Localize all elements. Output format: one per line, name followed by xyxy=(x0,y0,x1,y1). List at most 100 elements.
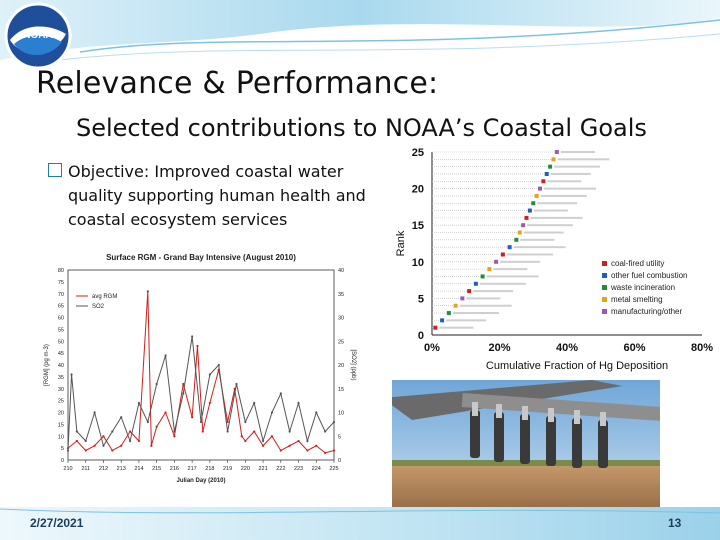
objective-text: Objective: Improved coastal water qualit… xyxy=(68,162,366,229)
rgm-point xyxy=(315,444,318,447)
so2-point xyxy=(66,449,70,452)
so2-point xyxy=(208,373,211,376)
so2-point xyxy=(244,420,247,424)
so2-point xyxy=(332,420,336,424)
rgm-y-tick-label: 45 xyxy=(58,351,64,357)
rgm-x-tick-label: 217 xyxy=(188,466,197,472)
rgm-point xyxy=(75,439,78,443)
rank-source-label-bar xyxy=(537,202,578,205)
rank-point xyxy=(507,245,512,250)
so2-point xyxy=(155,382,158,386)
rgm-y-tick-label: 75 xyxy=(58,280,64,286)
rgm-x-axis-label: Julian Day (2010) xyxy=(176,478,225,484)
so2-point xyxy=(173,430,176,433)
rank-source-label-bar xyxy=(466,297,501,300)
rgm-legend-label: SO2 xyxy=(92,304,105,310)
rgm-point xyxy=(93,444,96,447)
rank-point xyxy=(446,311,451,316)
rgm-point xyxy=(253,430,256,433)
rank-y-tick-label: 10 xyxy=(412,257,424,269)
rank-point xyxy=(548,164,553,169)
rank-x-axis-label: Cumulative Fraction of Hg Deposition xyxy=(486,360,668,372)
rank-source-label-bar xyxy=(523,231,564,234)
so2-point xyxy=(235,382,238,386)
rgm-x-tick-label: 218 xyxy=(205,466,214,472)
rank-point xyxy=(487,267,492,272)
so2-point xyxy=(253,401,256,405)
rank-source-label-bar xyxy=(533,209,568,212)
so2-point xyxy=(137,401,141,405)
rank-source-label-bar xyxy=(550,172,591,175)
rgm-y2-tick-label: 30 xyxy=(338,316,344,322)
so2-point xyxy=(111,430,114,433)
rank-point xyxy=(534,193,539,198)
rank-point xyxy=(500,252,505,257)
rgm-y-axis-label: [RGM] (pg m-3) xyxy=(44,344,50,386)
rgm-y-tick-label: 10 xyxy=(58,434,64,440)
rank-source-label-bar xyxy=(486,275,539,278)
so2-point xyxy=(70,373,73,376)
rank-y-axis-label: Rank xyxy=(395,230,407,256)
rank-source-label-bar xyxy=(446,319,487,322)
rgm-point xyxy=(244,439,247,443)
rank-point xyxy=(544,171,549,176)
rgm-point xyxy=(120,444,123,447)
rgm-y-tick-label: 60 xyxy=(58,316,64,322)
rgm-y-tick-label: 55 xyxy=(58,327,64,333)
rgm-point xyxy=(182,382,185,386)
slide-title: Relevance & Performance: xyxy=(36,66,439,101)
bullet-box-icon xyxy=(48,163,62,177)
rank-x-tick-label: 60% xyxy=(623,342,645,354)
rgm-point xyxy=(150,444,153,447)
rank-legend-label: other fuel combustion xyxy=(611,271,688,280)
so2-point xyxy=(306,439,309,443)
rgm-point xyxy=(191,416,194,419)
rank-point xyxy=(538,186,542,191)
rank-legend-swatch xyxy=(602,273,607,278)
rgm-chart: Surface RGM - Grand Bay Intensive (Augus… xyxy=(44,253,356,484)
so2-point xyxy=(120,416,123,419)
rank-source-label-bar xyxy=(500,260,541,263)
rgm-x-tick-label: 214 xyxy=(134,466,143,472)
rgm-point xyxy=(102,435,105,438)
rgm-x-tick-label: 211 xyxy=(81,466,90,472)
rgm-x-tick-label: 213 xyxy=(117,466,126,472)
rank-point xyxy=(521,223,526,228)
rank-source-label-bar xyxy=(513,246,566,249)
rank-legend-label: manufacturing/other xyxy=(611,307,682,316)
so2-point xyxy=(324,430,327,433)
rgm-y-tick-label: 65 xyxy=(58,304,64,310)
so2-point xyxy=(102,444,105,447)
rgm-series-line xyxy=(67,291,335,454)
rank-source-label-bar xyxy=(439,326,474,329)
rgm-y-tick-label: 15 xyxy=(58,422,64,428)
rgm-y-tick-label: 35 xyxy=(58,375,64,381)
rank-point xyxy=(453,303,458,308)
rank-source-label-bar xyxy=(506,253,553,256)
rank-point xyxy=(554,150,559,154)
rgm-point xyxy=(297,439,300,443)
rank-x-tick-label: 0% xyxy=(424,342,440,354)
rgm-x-tick-label: 225 xyxy=(329,466,338,472)
slide-date: 2/27/2021 xyxy=(30,516,84,530)
rgm-point xyxy=(306,449,309,452)
rgm-y-tick-label: 70 xyxy=(58,292,64,298)
rank-point xyxy=(531,201,536,206)
rank-source-label-bar xyxy=(560,151,595,153)
rank-legend-swatch xyxy=(602,297,607,302)
rgm-point xyxy=(196,344,199,348)
rank-y-tick-label: 20 xyxy=(412,184,424,196)
rgm-y2-tick-label: 0 xyxy=(338,458,341,464)
rank-source-label-bar xyxy=(493,268,528,271)
footer-band xyxy=(0,507,720,540)
rank-point xyxy=(517,230,522,235)
rank-legend-label: metal smelting xyxy=(611,295,663,304)
so2-point xyxy=(146,420,149,424)
rgm-point xyxy=(128,430,132,433)
rank-source-label-bar xyxy=(527,224,574,227)
rank-legend-swatch xyxy=(602,261,607,266)
rgm-x-tick-label: 210 xyxy=(63,466,72,472)
slide-number: 13 xyxy=(668,516,682,530)
so2-point xyxy=(84,439,87,443)
rank-x-tick-label: 40% xyxy=(556,342,578,354)
